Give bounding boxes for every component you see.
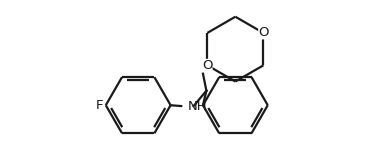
Text: O: O — [202, 59, 213, 72]
Text: NH: NH — [188, 100, 207, 112]
Text: O: O — [258, 26, 269, 39]
Text: F: F — [96, 99, 103, 112]
